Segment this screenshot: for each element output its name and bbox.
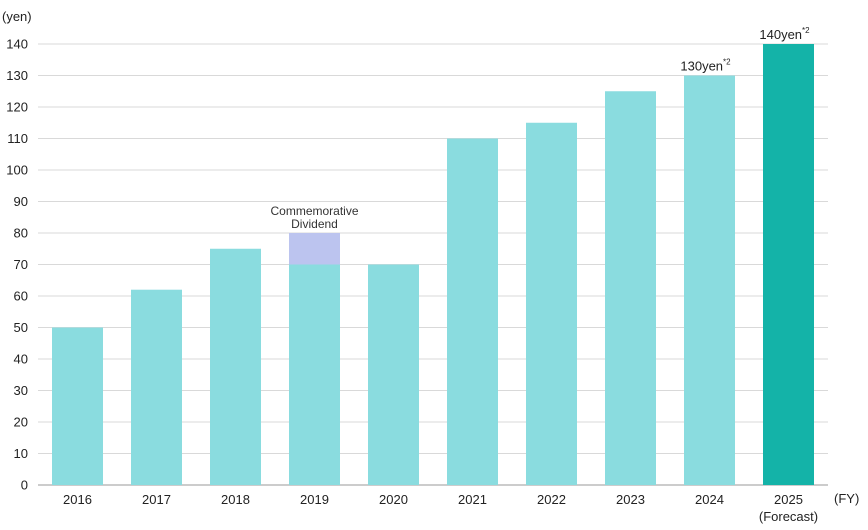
x-tick-label: 2021: [458, 492, 487, 507]
x-tick-label: 2024: [695, 492, 724, 507]
annotation-text: Commemorative: [270, 204, 358, 218]
bar-2019: [289, 264, 340, 485]
bar-2025: [763, 44, 814, 485]
y-tick-label: 50: [14, 320, 28, 335]
x-tick-label: 2020: [379, 492, 408, 507]
y-tick-label: 130: [6, 68, 28, 83]
bar-2020: [368, 264, 419, 485]
y-tick-label: 10: [14, 446, 28, 461]
bar-2017: [131, 289, 182, 485]
y-tick-label: 30: [14, 383, 28, 398]
y-axis-label: (yen): [2, 9, 32, 24]
x-tick-label: 2025: [774, 492, 803, 507]
y-tick-label: 110: [7, 131, 28, 146]
y-tick-label: 20: [14, 415, 28, 430]
x-tick-label: 2016: [63, 492, 92, 507]
y-tick-label: 140: [6, 37, 28, 52]
x-tick-label: 2017: [142, 492, 171, 507]
y-tick-label: 70: [14, 257, 28, 272]
x-tick-label: 2022: [537, 492, 566, 507]
x-tick-sublabel: (Forecast): [759, 509, 818, 524]
y-tick-label: 40: [14, 352, 28, 367]
bar-2023: [605, 91, 656, 485]
y-axis-ticks: 0 10 20 30 40 50 60 70 80 90 100 110 120 130 140: [6, 37, 28, 493]
bar-2022: [526, 122, 577, 485]
bar-2024: [684, 75, 735, 485]
y-tick-label: 80: [14, 226, 28, 241]
bar-2018: [210, 248, 261, 485]
x-tick-label: 2023: [616, 492, 645, 507]
y-tick-label: 100: [6, 163, 28, 178]
x-axis-ticks: 2016 2017 2018 2019 2020 2021 2022 2023 2024 2025…: [63, 492, 818, 524]
y-tick-label: 0: [21, 478, 28, 493]
y-tick-label: 60: [14, 289, 28, 304]
annotation-text: Dividend: [291, 217, 338, 231]
bars: [52, 44, 814, 485]
x-tick-label: 2019: [300, 492, 329, 507]
data-label: 140yen*2: [759, 26, 810, 42]
y-tick-label: 90: [14, 194, 28, 209]
bar-2021: [447, 138, 498, 485]
data-label: 130yen*2: [680, 58, 731, 74]
x-tick-label: 2018: [221, 492, 250, 507]
bar-2016: [52, 327, 103, 485]
bar-commemorative-2019: [289, 233, 340, 265]
x-axis-label: (FY): [834, 491, 859, 506]
y-tick-label: 120: [6, 100, 28, 115]
